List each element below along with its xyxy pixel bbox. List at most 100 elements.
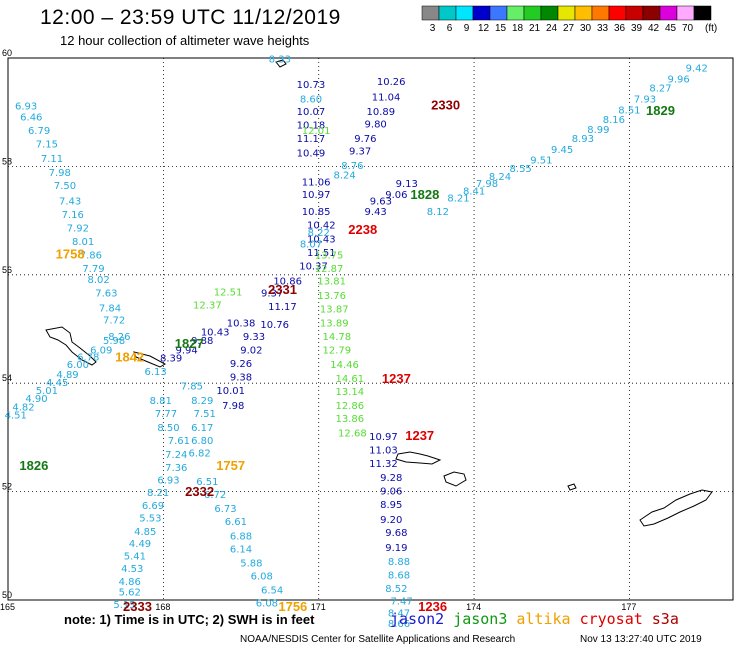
wave-height-label: 10.49	[297, 149, 326, 160]
wave-height-label: 5.98	[103, 336, 125, 347]
wave-height-label: 6.17	[191, 423, 213, 434]
colorbar-swatch	[659, 5, 678, 21]
colorbar-swatch	[455, 5, 474, 21]
wave-height-label: 13.75	[315, 251, 344, 262]
satellite-legend: jason2 jason3 altika cryosat s3a	[390, 610, 688, 628]
colorbar-label: 36	[614, 23, 626, 34]
wave-height-label: 8.66	[388, 619, 410, 630]
footnote: note: 1) Time is in UTC; 2) SWH is in fe…	[64, 612, 315, 627]
lon-label: 165	[0, 602, 15, 612]
wave-height-label: 9.26	[230, 359, 252, 370]
wave-height-label: 4.45	[46, 378, 68, 389]
wave-height-label: 5.62	[119, 588, 141, 599]
wave-height-label: 4.85	[134, 527, 156, 538]
colorbar-swatch	[574, 5, 593, 21]
pass-time-label: 1236	[418, 599, 447, 614]
wave-height-label: 9.94	[176, 345, 198, 356]
wave-height-label: 6.88	[230, 531, 252, 542]
wave-height-label: 10.97	[369, 432, 398, 443]
wave-height-label: 9.37	[349, 146, 371, 157]
wave-height-label: 7.43	[59, 196, 81, 207]
colorbar-label: 30	[580, 23, 592, 34]
wave-height-label: 12.37	[193, 300, 222, 311]
wave-height-label: 6.51	[196, 477, 218, 488]
colorbar-label: 39	[631, 23, 643, 34]
colorbar-label: 70	[682, 23, 694, 34]
wave-height-label: 5.88	[240, 558, 262, 569]
wave-height-label: 4.53	[121, 564, 143, 575]
wave-height-label: 6.09	[90, 345, 112, 356]
colorbar-swatch	[523, 5, 542, 21]
colorbar-swatch	[489, 5, 508, 21]
wave-height-label: 11.17	[297, 134, 326, 145]
pass-time-label: 1842	[115, 350, 144, 365]
wave-height-label: 8.01	[72, 237, 94, 248]
colorbar-swatch	[625, 5, 644, 21]
wave-height-label: 5.41	[124, 551, 146, 562]
wave-height-label: 12.68	[338, 428, 367, 439]
wave-height-label: 12.79	[323, 345, 352, 356]
colorbar-label: 33	[597, 23, 609, 34]
wave-height-label: 7.11	[41, 154, 63, 165]
wave-height-label: 9.02	[240, 345, 262, 356]
wave-height-label: 9.28	[380, 473, 402, 484]
wave-height-label: 7.86	[80, 251, 102, 262]
island-coastline	[395, 451, 442, 465]
wave-height-label: 8.16	[603, 115, 625, 126]
wave-height-label: 8.52	[385, 584, 407, 595]
pass-time-label: 1757	[216, 458, 245, 473]
colorbar-label: 27	[563, 23, 575, 34]
wave-height-label: 4.90	[25, 394, 47, 405]
colorbar-label: 24	[546, 23, 558, 34]
lon-label: 168	[155, 602, 170, 612]
wave-height-label: 13.89	[320, 318, 349, 329]
wave-height-label: 8.99	[587, 125, 609, 136]
wave-height-label: 7.72	[103, 316, 125, 327]
legend-s3a: s3a	[651, 610, 679, 628]
wave-height-label: 14.46	[330, 360, 359, 371]
wave-height-label: 8.76	[341, 161, 363, 172]
wave-height-label: 13.76	[317, 291, 346, 302]
wave-height-label: 10.07	[297, 107, 326, 118]
wave-height-label: 9.38	[230, 372, 252, 383]
wave-height-label: 9.19	[385, 543, 407, 554]
colorbar-label: 18	[512, 23, 524, 34]
wave-height-label: 9.45	[551, 145, 573, 156]
wave-height-label: 10.37	[299, 261, 328, 272]
colorbar-swatch	[676, 5, 695, 21]
pass-time-label: 1758	[56, 247, 85, 262]
wave-height-label: 8.68	[388, 570, 410, 581]
lat-label: 54	[2, 373, 12, 383]
wave-height-label: 8.24	[333, 170, 355, 181]
wave-height-label: 10.42	[307, 221, 336, 232]
wave-height-label: 8.33	[269, 54, 291, 65]
colorbar-swatch	[591, 5, 610, 21]
wave-height-label: 9.33	[243, 332, 265, 343]
colorbar-label: 9	[464, 23, 470, 34]
wave-height-label: 7.47	[390, 596, 412, 607]
wave-height-label: 11.06	[302, 177, 331, 188]
wave-height-label: 7.77	[155, 409, 177, 420]
wave-height-label: 6.72	[204, 490, 226, 501]
colorbar-swatch	[557, 5, 576, 21]
wave-height-label: 7.98	[222, 401, 244, 412]
wave-height-label: 6.54	[261, 585, 283, 596]
wave-height-label: 12.87	[315, 264, 344, 275]
wave-height-label: 6.93	[15, 101, 37, 112]
wave-height-label: 11.04	[372, 92, 401, 103]
wave-height-label: 9.76	[354, 134, 376, 145]
credit-line: NOAA/NESDIS Center for Satellite Applica…	[240, 634, 516, 645]
wave-height-label: 6.73	[214, 504, 236, 515]
wave-height-label: 6.13	[144, 367, 166, 378]
island-coastline	[45, 326, 97, 366]
island-coastline	[567, 483, 577, 491]
wave-height-label: 9.63	[370, 196, 392, 207]
pass-time-label: 1237	[382, 371, 411, 386]
wave-height-label: 9.80	[365, 119, 387, 130]
pass-time-label: 1828	[410, 187, 439, 202]
wave-height-label: 10.01	[216, 386, 245, 397]
wave-height-label: 9.88	[191, 336, 213, 347]
wave-height-label: 13.86	[335, 414, 364, 425]
colorbar-label: 12	[478, 23, 490, 34]
colorbar-label: 3	[430, 23, 436, 34]
